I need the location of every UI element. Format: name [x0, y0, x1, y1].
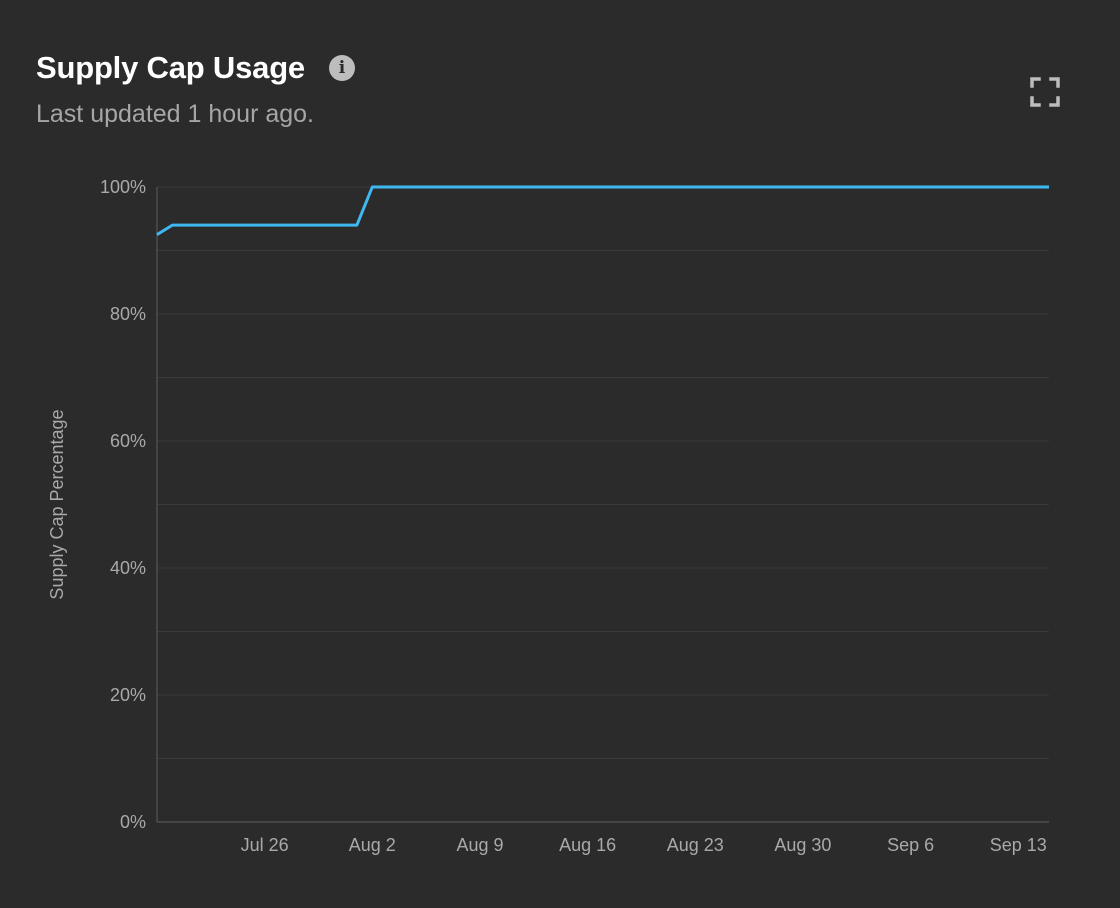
y-tick-label: 80% — [110, 304, 146, 324]
x-tick-label: Aug 9 — [456, 835, 503, 855]
title-row: Supply Cap Usage i — [36, 50, 355, 86]
y-axis-title: Supply Cap Percentage — [47, 409, 67, 599]
x-tick-label: Aug 23 — [667, 835, 724, 855]
y-tick-label: 60% — [110, 431, 146, 451]
expand-icon[interactable] — [1030, 77, 1060, 107]
x-tick-label: Aug 30 — [774, 835, 831, 855]
y-tick-label: 0% — [120, 812, 146, 832]
y-tick-label: 100% — [100, 177, 146, 197]
x-tick-label: Jul 26 — [241, 835, 289, 855]
supply-cap-series-line — [156, 185, 1049, 236]
info-icon[interactable]: i — [328, 55, 355, 81]
y-tick-label: 40% — [110, 558, 146, 578]
y-tick-label: 20% — [110, 685, 146, 705]
x-tick-label: Sep 13 — [990, 835, 1047, 855]
chart-title: Supply Cap Usage — [36, 50, 305, 85]
last-updated-text: Last updated 1 hour ago. — [36, 100, 315, 128]
x-tick-label: Aug 2 — [349, 835, 396, 855]
x-tick-label: Sep 6 — [887, 835, 934, 855]
x-tick-label: Aug 16 — [559, 835, 616, 855]
